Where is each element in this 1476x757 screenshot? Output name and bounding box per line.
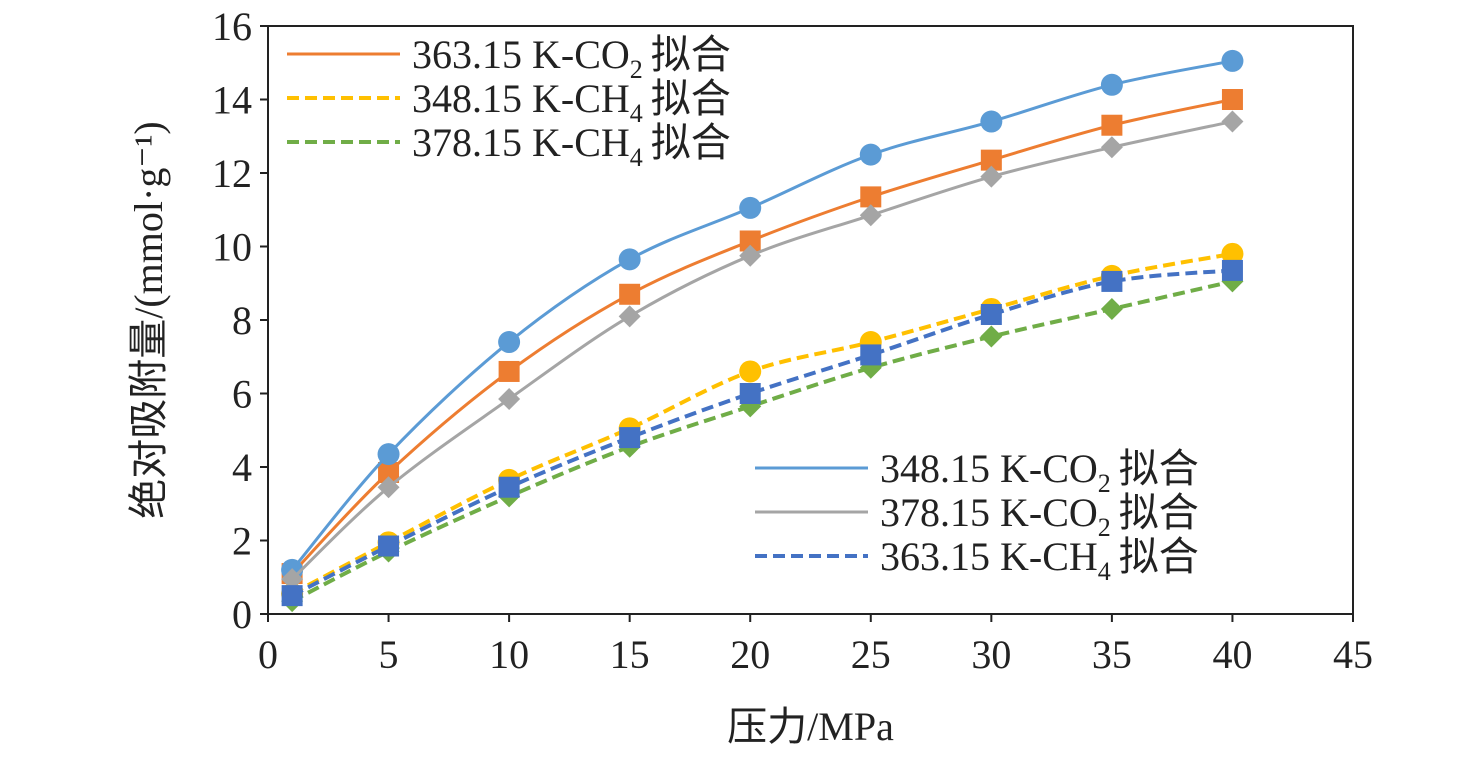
legend-label-subscript: 4 (630, 99, 643, 128)
legend-label-base: 363.15 K-CO (412, 32, 630, 77)
legend-item: 378.15 K-CO2 拟合 (755, 490, 1199, 542)
y-tick-label: 14 (212, 78, 252, 123)
legend-label-base: 363.15 K-CH (880, 534, 1098, 579)
legend-item: 348.15 K-CO2 拟合 (755, 446, 1199, 498)
data-point (1221, 242, 1244, 265)
data-point (498, 476, 520, 498)
y-tick-label: 4 (232, 445, 252, 490)
legend-label-subscript: 2 (630, 55, 643, 84)
data-point (860, 186, 882, 208)
y-axis-ticks: 0 2 4 6 8 10 12 14 16 (212, 4, 268, 637)
series-line (291, 279, 1233, 603)
x-tick-label: 10 (489, 632, 529, 677)
data-point (739, 244, 762, 267)
legend-label-subscript: 2 (1098, 513, 1111, 542)
x-axis-ticks: 0 5 10 15 20 25 30 35 40 45 (258, 614, 1373, 677)
legend-label: 348.15 K-CH4 拟合 (412, 76, 731, 128)
x-axis-title: 压力/MPa (727, 704, 894, 749)
legend-label-suffix: 拟合 (1119, 446, 1199, 491)
data-point (1101, 114, 1123, 136)
data-point (1221, 259, 1243, 281)
y-tick-label: 10 (212, 225, 252, 270)
series-3 (281, 49, 1244, 581)
legend-label-subscript: 2 (1098, 469, 1111, 498)
legend-item: 363.15 K-CH4 拟合 (755, 534, 1199, 586)
data-point (377, 443, 400, 466)
legend-label: 363.15 K-CH4 拟合 (880, 534, 1199, 586)
data-point (860, 344, 882, 366)
y-tick-label: 2 (232, 519, 252, 564)
data-point (1221, 49, 1244, 72)
data-point (378, 535, 400, 557)
data-point (378, 462, 400, 484)
y-tick-label: 0 (232, 592, 252, 637)
legend-label-base: 378.15 K-CO (880, 490, 1098, 535)
legend-item: 363.15 K-CO2 拟合 (287, 32, 731, 84)
data-point (1100, 297, 1123, 320)
legend-label-base: 378.15 K-CH (412, 120, 630, 165)
data-point (498, 360, 520, 382)
x-tick-label: 30 (971, 632, 1011, 677)
legend-label: 378.15 K-CO2 拟合 (880, 490, 1199, 542)
data-point (1100, 136, 1123, 159)
legend-label-subscript: 4 (1098, 557, 1111, 586)
series-5 (281, 259, 1243, 607)
data-point (859, 204, 882, 227)
x-tick-label: 0 (258, 632, 278, 677)
data-point (980, 110, 1003, 133)
x-tick-label: 45 (1333, 632, 1373, 677)
legend-label-base: 348.15 K-CH (412, 76, 630, 121)
data-point (739, 383, 761, 404)
y-tick-label: 8 (232, 298, 252, 343)
y-axis-title: 绝对吸附量/(mmol·g⁻¹) (126, 121, 171, 519)
data-point (739, 196, 762, 219)
data-point (980, 165, 1003, 188)
series-1 (281, 242, 1244, 605)
data-point (619, 283, 641, 305)
data-point (618, 248, 641, 271)
x-tick-label: 20 (730, 632, 770, 677)
data-point (619, 427, 641, 449)
legend-label-subscript: 4 (630, 143, 643, 172)
x-tick-label: 25 (851, 632, 891, 677)
legend-label: 378.15 K-CH4 拟合 (412, 120, 731, 172)
y-tick-label: 6 (232, 372, 252, 417)
legend-label-suffix: 拟合 (651, 32, 731, 77)
data-point (1221, 89, 1243, 110)
data-point (739, 230, 761, 252)
legend-label-suffix: 拟合 (1119, 490, 1199, 535)
data-point (498, 388, 521, 411)
data-point (1100, 73, 1123, 96)
legend-label-suffix: 拟合 (1119, 534, 1199, 579)
series-layer (281, 49, 1244, 613)
data-point (859, 143, 882, 166)
x-tick-label: 5 (379, 632, 399, 677)
data-point (498, 331, 521, 354)
legend-label-suffix: 拟合 (651, 76, 731, 121)
data-point (739, 360, 762, 383)
data-point (980, 149, 1002, 171)
data-point (1221, 110, 1244, 133)
data-point (281, 568, 304, 591)
x-tick-label: 40 (1212, 632, 1252, 677)
legend-label-base: 348.15 K-CO (880, 446, 1098, 491)
y-tick-label: 16 (212, 4, 252, 49)
legend-label-suffix: 拟合 (651, 120, 731, 165)
data-point (980, 325, 1003, 348)
data-point (618, 305, 641, 328)
series-4 (281, 110, 1244, 591)
y-tick-label: 12 (212, 151, 252, 196)
legend-label: 363.15 K-CO2 拟合 (412, 32, 731, 84)
x-tick-label: 35 (1092, 632, 1132, 677)
data-point (980, 303, 1002, 325)
legend-label: 348.15 K-CO2 拟合 (880, 446, 1199, 498)
legend-item: 378.15 K-CH4 拟合 (287, 120, 731, 172)
legend-item: 348.15 K-CH4 拟合 (287, 76, 731, 128)
x-tick-label: 15 (610, 632, 650, 677)
data-point (377, 476, 400, 499)
data-point (1101, 270, 1123, 292)
data-point (281, 585, 303, 607)
